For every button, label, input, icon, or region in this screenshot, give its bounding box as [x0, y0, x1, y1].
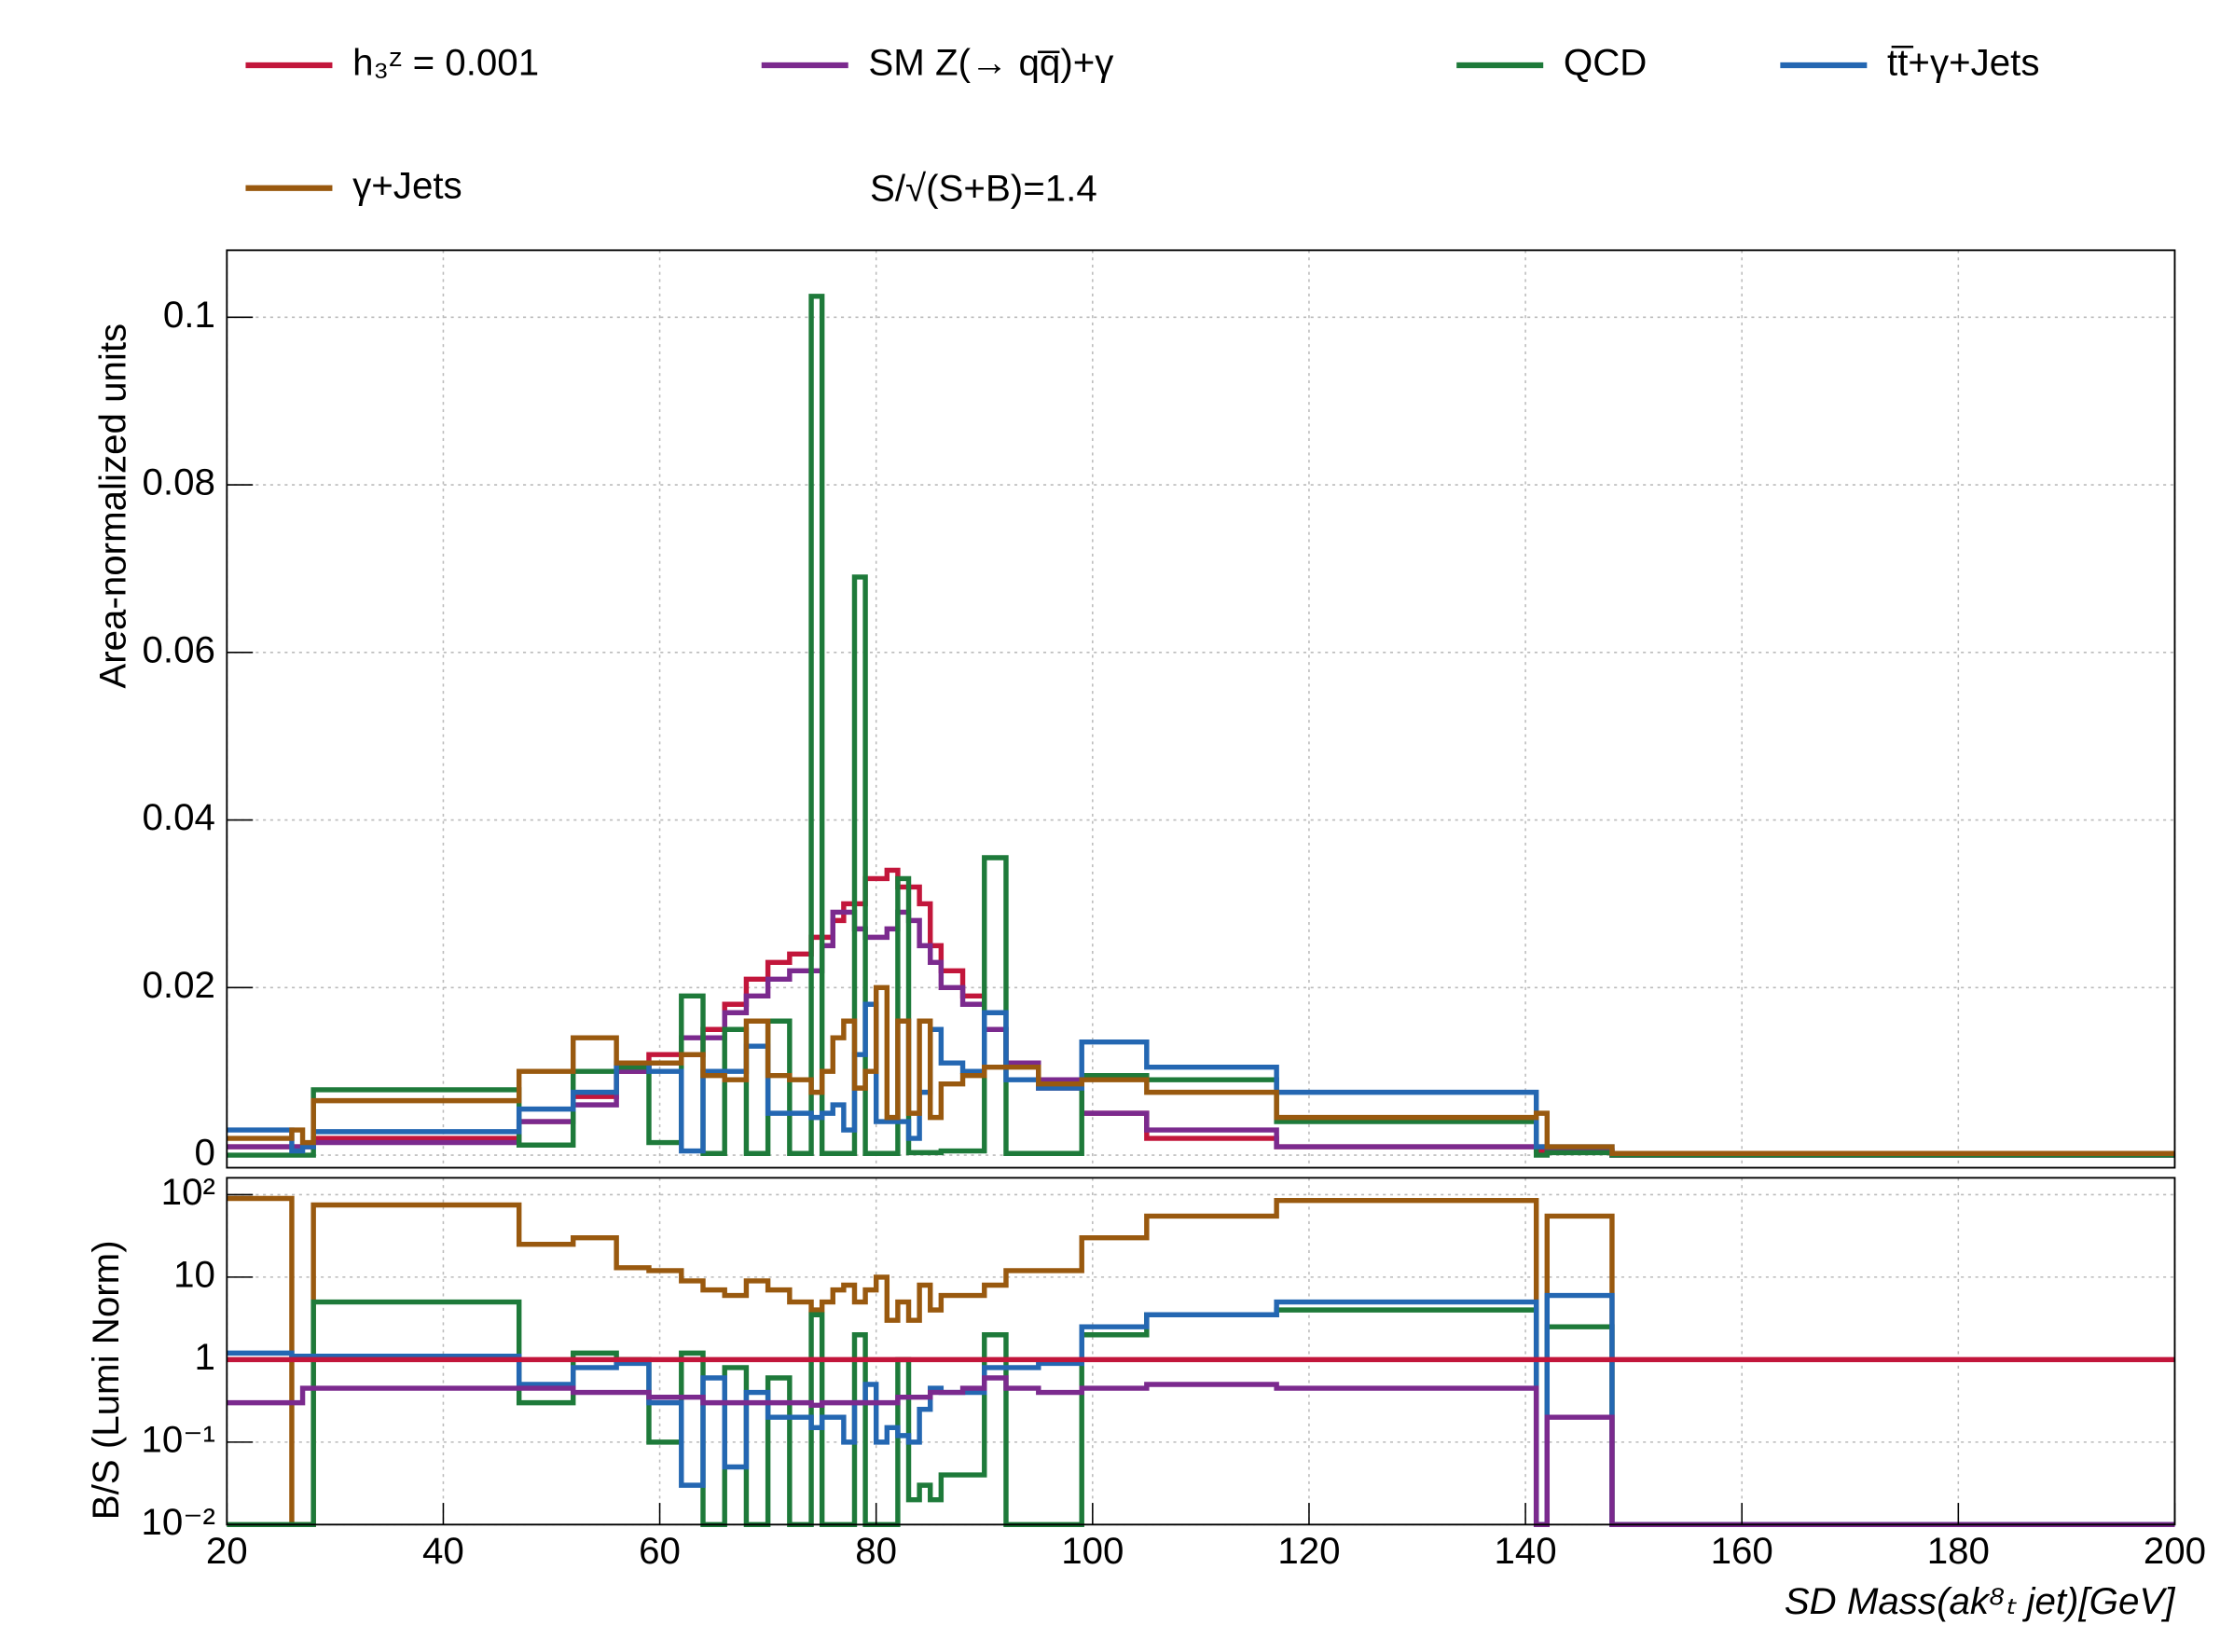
- step-line: [227, 1292, 2175, 1528]
- legend-label: h₃ᶻ = 0.001: [352, 42, 539, 84]
- frame: [226, 249, 2176, 1169]
- x-tick-label: 40: [422, 1530, 464, 1572]
- x-tick-label: 80: [855, 1530, 897, 1572]
- y-tick-label: 0: [195, 1132, 215, 1174]
- y-tick-label: 0.04: [143, 796, 215, 838]
- y-tick-label: 1: [195, 1336, 215, 1378]
- legend-label: γ+Jets: [352, 164, 462, 206]
- y-tick-label: 10⁻²: [141, 1501, 214, 1543]
- x-tick-label: 140: [1494, 1530, 1556, 1572]
- x-tick-label: 160: [1711, 1530, 1773, 1572]
- y-axis-title: Area-normalized units: [92, 324, 134, 689]
- y-tick-label: 0.06: [143, 628, 215, 670]
- legend-label: SM Z(→ qq̅)+γ: [868, 42, 1113, 84]
- step-line: [227, 984, 2175, 1156]
- step-line: [227, 294, 2175, 1158]
- y-tick-label: 0.02: [143, 964, 215, 1006]
- y-tick-label: 10²: [161, 1171, 215, 1213]
- x-tick-label: 120: [1277, 1530, 1340, 1572]
- frame: [226, 1177, 2176, 1526]
- y-tick-label: 0.08: [143, 461, 215, 503]
- x-tick-label: 60: [639, 1530, 681, 1572]
- legend-label: QCD: [1564, 42, 1648, 84]
- y-tick-label: 10: [173, 1254, 215, 1296]
- legend-label: tt̅+γ+Jets: [1887, 42, 2039, 84]
- y-tick-label: 0.1: [163, 294, 215, 336]
- x-tick-label: 180: [1927, 1530, 1990, 1572]
- step-line: [227, 1375, 2175, 1528]
- y-axis-title: B/S (Lumi Norm): [85, 1240, 127, 1520]
- y-tick-label: 10⁻¹: [141, 1418, 214, 1460]
- x-axis-title: SD Mass(ak⁸ₜ jet)[GeV]: [1785, 1580, 2176, 1622]
- step-line: [227, 1195, 2175, 1528]
- x-tick-label: 100: [1061, 1530, 1124, 1572]
- annotation: S/√(S+B)=1.4: [870, 168, 1097, 210]
- x-tick-label: 20: [206, 1530, 248, 1572]
- x-tick-label: 200: [2144, 1530, 2206, 1572]
